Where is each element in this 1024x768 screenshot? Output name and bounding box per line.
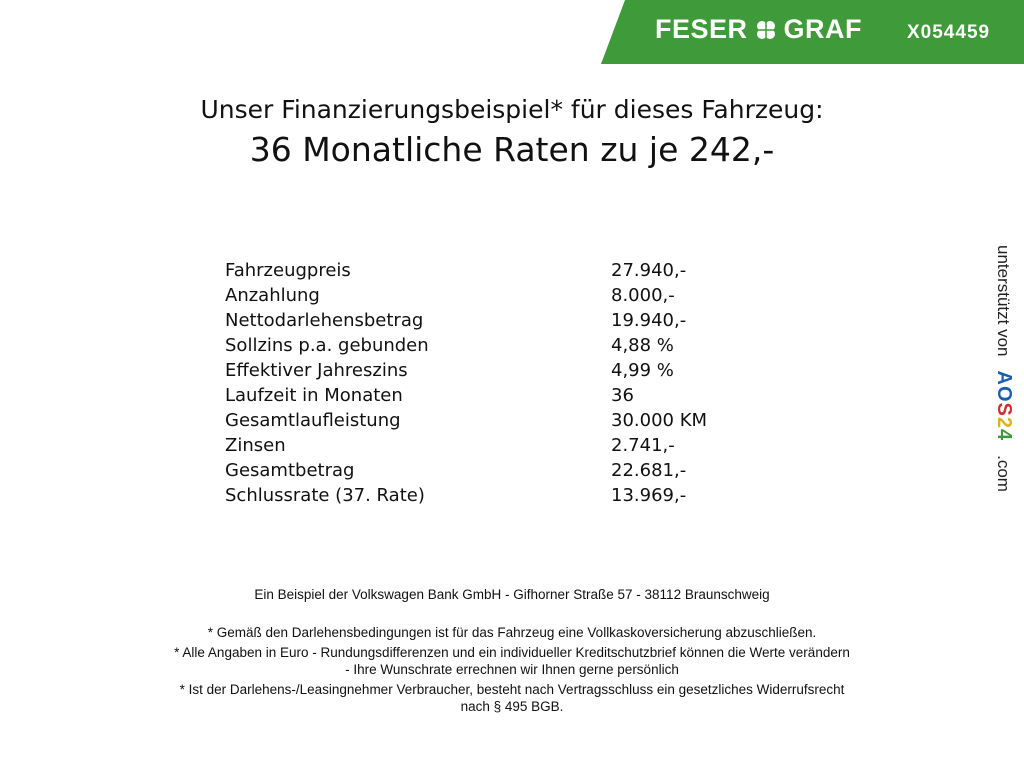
row-label: Gesamtbetrag (225, 460, 355, 481)
row-label: Effektiver Jahreszins (225, 360, 408, 381)
financing-row: Sollzins p.a. gebunden 4,88 % (225, 333, 707, 358)
row-label: Schlussrate (37. Rate) (225, 485, 425, 506)
brand-name-right: GRAF (783, 14, 863, 44)
footnote-2: * Alle Angaben in Euro - Rundungsdiffere… (174, 645, 850, 660)
row-label: Sollzins p.a. gebunden (225, 335, 429, 356)
aos24-credit: unterstützt von AOS24 .com (992, 245, 1015, 492)
footnote-2-cont: - Ihre Wunschrate errechnen wir Ihnen ge… (345, 662, 679, 677)
row-label: Anzahlung (225, 285, 320, 306)
financing-row: Gesamtbetrag 22.681,- (225, 458, 707, 483)
row-label: Gesamtlaufleistung (225, 410, 401, 431)
footnote-3-cont: nach § 495 BGB. (460, 699, 564, 714)
row-value: 36 (611, 385, 634, 406)
row-value: 30.000 KM (611, 410, 708, 431)
credit-domain: .com (994, 455, 1014, 492)
row-value: 19.940,- (611, 310, 687, 331)
brand-name-left: FESER (655, 14, 748, 44)
row-value: 22.681,- (611, 460, 687, 481)
row-value: 8.000,- (611, 285, 675, 306)
row-label: Zinsen (225, 435, 286, 456)
financing-row: Schlussrate (37. Rate) 13.969,- (225, 483, 707, 508)
aos24-logo: AOS24 (993, 370, 1015, 442)
row-value: 27.940,- (611, 260, 687, 281)
financing-row: Zinsen 2.741,- (225, 433, 707, 458)
financing-row: Fahrzeugpreis 27.940,- (225, 258, 707, 283)
financing-table: Fahrzeugpreis 27.940,- Anzahlung 8.000,- Net… (225, 258, 707, 508)
page-title: Unser Finanzierungsbeispiel* für dieses … (200, 95, 824, 124)
vehicle-code: X054459 (907, 22, 991, 43)
footnote-3: * Ist der Darlehens-/Leasingnehmer Verbr… (179, 682, 845, 697)
financing-row: Anzahlung 8.000,- (225, 283, 707, 308)
financing-row: Gesamtlaufleistung 30.000 KM (225, 408, 707, 433)
row-value: 2.741,- (611, 435, 675, 456)
row-value: 4,88 % (611, 335, 674, 356)
bank-info: Ein Beispiel der Volkswagen Bank GmbH - … (254, 587, 770, 602)
financing-row: Nettodarlehensbetrag 19.940,- (225, 308, 707, 333)
row-label: Nettodarlehensbetrag (225, 310, 424, 331)
clover-icon (755, 19, 776, 40)
financing-row: Effektiver Jahreszins 4,99 % (225, 358, 707, 383)
brand-banner (601, 0, 1024, 64)
monthly-rate-headline: 36 Monatliche Raten zu je 242,- (249, 130, 775, 169)
financing-row: Laufzeit in Monaten 36 (225, 383, 707, 408)
credit-text: unterstützt von (994, 245, 1014, 357)
row-value: 4,99 % (611, 360, 674, 381)
brand-logo: FESER GRAF (655, 14, 862, 45)
row-label: Fahrzeugpreis (225, 260, 351, 281)
row-label: Laufzeit in Monaten (225, 385, 403, 406)
footnote-1: * Gemäß den Darlehensbedingungen ist für… (207, 625, 817, 640)
row-value: 13.969,- (611, 485, 687, 506)
